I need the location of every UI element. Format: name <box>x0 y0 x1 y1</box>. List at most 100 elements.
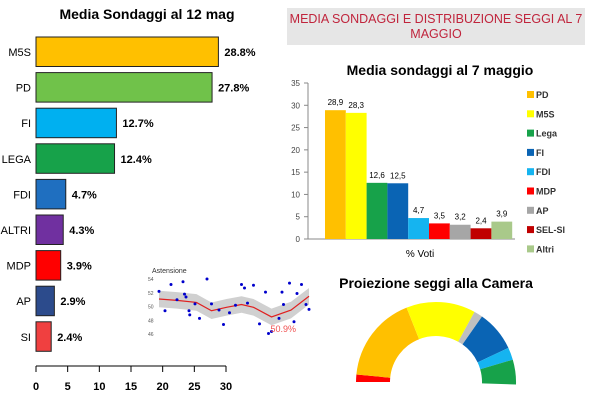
y-tick-label: 30 <box>291 101 300 110</box>
data-point <box>240 283 243 287</box>
y-tick-label: 25 <box>291 124 300 133</box>
seat-segment-fdi <box>477 347 513 370</box>
x-tick-label: 0 <box>33 381 39 393</box>
data-point <box>181 280 185 284</box>
y-tick-label: 50 <box>148 305 154 311</box>
data-point <box>304 303 308 307</box>
data-label: 28.8% <box>224 47 255 59</box>
data-point <box>184 295 188 299</box>
bar-fdi <box>35 178 67 210</box>
bar-m5s <box>35 36 219 67</box>
x-tick-label: 30 <box>220 381 232 393</box>
data-point <box>267 332 270 336</box>
data-label: 3,5 <box>434 211 446 220</box>
data-point <box>307 307 311 311</box>
y-tick-label: 46 <box>148 332 154 338</box>
bar-altri <box>491 221 513 239</box>
x-tick-label: 15 <box>125 381 137 393</box>
legend-swatch <box>527 226 534 234</box>
chart2-title: Media sondaggi al 7 maggio <box>347 62 534 78</box>
bar-lega <box>35 143 116 174</box>
data-label: 12,6 <box>369 171 385 180</box>
data-point <box>282 303 285 307</box>
data-point <box>295 291 299 295</box>
legend-label: AP <box>536 206 549 216</box>
bar-pd <box>35 72 213 103</box>
data-label: 12,5 <box>390 171 406 180</box>
data-label: 4.7% <box>72 189 97 201</box>
data-label: 3.9% <box>67 261 92 273</box>
legend-swatch <box>527 245 534 253</box>
legend-label: FDI <box>536 167 551 177</box>
bar-mdp <box>35 250 62 281</box>
annotation: 50.9% <box>270 324 296 334</box>
data-label: 2.4% <box>57 332 82 344</box>
x-tick-label: 10 <box>93 381 105 393</box>
category-label: LEGA <box>2 154 32 166</box>
bar-si <box>35 321 52 352</box>
data-point <box>169 283 173 287</box>
bar-lega <box>366 182 388 239</box>
data-label: 28,3 <box>348 101 364 110</box>
bar-ap <box>35 285 55 317</box>
category-label: FDI <box>13 189 31 201</box>
y-tick-label: 35 <box>291 79 300 88</box>
bar-altri <box>35 214 64 245</box>
data-label: 4,7 <box>413 206 425 215</box>
legend-label: FI <box>536 148 544 158</box>
data-label: 12.4% <box>121 154 152 166</box>
bar-ap <box>449 224 471 239</box>
data-label: 4.3% <box>69 225 94 237</box>
legend-label: PD <box>536 90 549 100</box>
category-label: FI <box>21 118 31 130</box>
data-point <box>277 316 281 320</box>
legend-swatch <box>527 148 534 156</box>
legend-swatch <box>527 168 534 176</box>
inset-title: Astensione <box>152 268 187 275</box>
y-tick-label: 10 <box>291 190 300 199</box>
legend-swatch <box>527 206 534 214</box>
data-point <box>205 277 209 281</box>
seat-segment-m5s <box>406 302 475 342</box>
data-label: 2,4 <box>475 216 487 225</box>
data-point <box>300 283 303 287</box>
data-label: 3,2 <box>455 213 467 222</box>
seat-segment-pd <box>356 307 420 378</box>
legend-swatch <box>527 129 534 137</box>
data-label: 3,9 <box>496 210 508 219</box>
data-point <box>188 313 192 317</box>
data-point <box>246 301 249 305</box>
bar-mdp <box>429 223 450 239</box>
data-point <box>288 281 291 285</box>
seat-segment-fi <box>462 316 509 363</box>
category-label: M5S <box>8 47 31 59</box>
data-point <box>270 329 273 333</box>
seat-segment-lega <box>480 359 517 385</box>
data-point <box>280 290 284 294</box>
legend-swatch <box>527 91 534 98</box>
category-label: PD <box>16 83 31 95</box>
data-point <box>258 322 261 326</box>
legend-swatch <box>527 187 534 195</box>
data-label: 2.9% <box>60 296 85 308</box>
bar-fi <box>387 183 409 239</box>
y-tick-label: 15 <box>291 168 300 177</box>
chart1-title: Media Sondaggi al 12 mag <box>59 6 234 22</box>
data-label: 28,9 <box>328 98 344 107</box>
legend-label: Altri <box>536 244 554 254</box>
legend-label: M5S <box>536 109 555 119</box>
category-label: MDP <box>7 261 31 273</box>
bar-sel-si <box>470 228 492 239</box>
data-point <box>157 289 161 293</box>
data-point <box>217 308 221 312</box>
data-point <box>198 316 201 320</box>
data-point <box>252 283 255 287</box>
data-point <box>183 292 186 296</box>
category-label: AP <box>16 296 31 308</box>
data-label: 27.8% <box>218 83 249 95</box>
category-label: ALTRI <box>1 225 31 237</box>
y-tick-label: 0 <box>296 235 301 244</box>
y-tick-label: 52 <box>148 291 154 297</box>
header-banner: MEDIA SONDAGGI E DISTRIBUZIONE SEGGI AL … <box>287 8 585 45</box>
